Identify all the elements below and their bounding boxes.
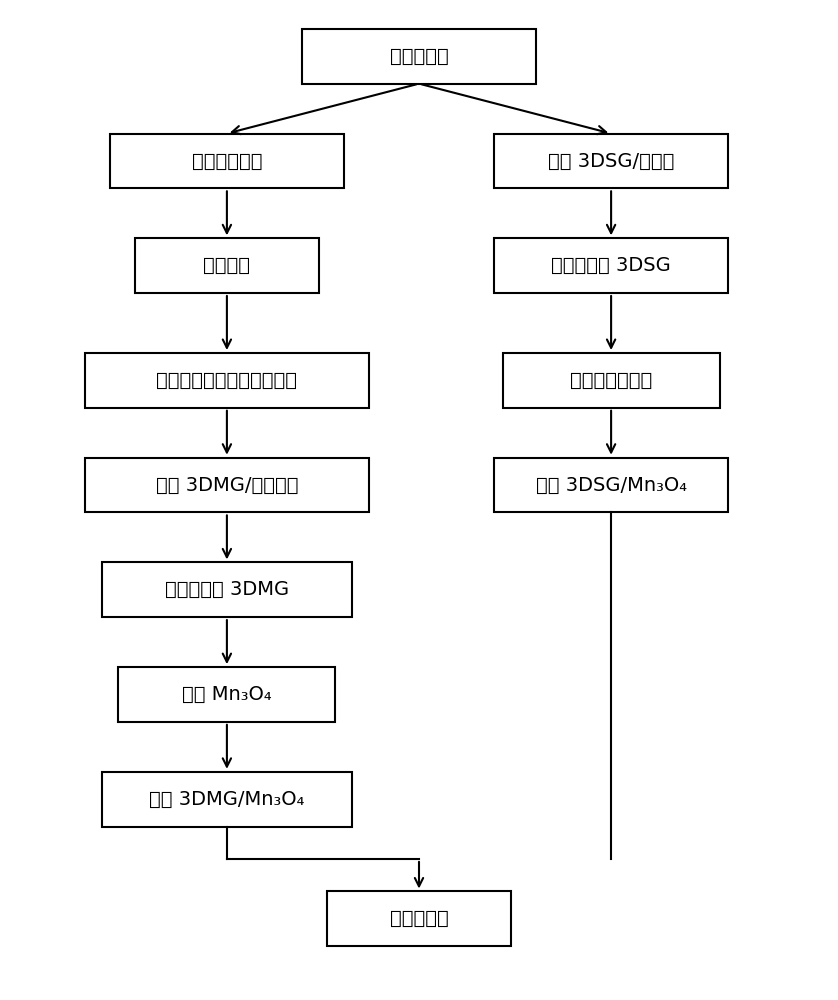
FancyBboxPatch shape [101,562,352,617]
FancyBboxPatch shape [302,29,536,84]
FancyBboxPatch shape [494,134,728,188]
Text: 电化学沉积铜: 电化学沉积铜 [192,151,262,170]
FancyBboxPatch shape [101,772,352,827]
FancyBboxPatch shape [110,134,344,188]
FancyBboxPatch shape [327,891,511,946]
Text: 制备自支撑 3DSG: 制备自支撑 3DSG [551,256,671,275]
Text: 制备 3DSG/Mn₃O₄: 制备 3DSG/Mn₃O₄ [535,476,686,495]
Text: 高温退火: 高温退火 [204,256,251,275]
FancyBboxPatch shape [494,238,728,293]
Text: 制备 3DMG/Mn₃O₄: 制备 3DMG/Mn₃O₄ [149,790,304,809]
Text: 生长 Mn₃O₄: 生长 Mn₃O₄ [182,685,272,704]
FancyBboxPatch shape [494,458,728,512]
FancyBboxPatch shape [85,353,369,408]
FancyBboxPatch shape [85,458,369,512]
Text: 电化学选择性腐蚀铜镍合金: 电化学选择性腐蚀铜镍合金 [157,371,297,390]
FancyBboxPatch shape [135,238,318,293]
FancyBboxPatch shape [118,667,335,722]
Text: 组装电容器: 组装电容器 [390,909,448,928]
Text: 生长四氧化三锰: 生长四氧化三锰 [570,371,652,390]
Text: 制备自支撑 3DMG: 制备自支撑 3DMG [165,580,289,599]
Text: 基底预处理: 基底预处理 [390,47,448,66]
FancyBboxPatch shape [503,353,720,408]
Text: 制备 3DSG/泡沫镍: 制备 3DSG/泡沫镍 [548,151,675,170]
Text: 制备 3DMG/铜镍合金: 制备 3DMG/铜镍合金 [156,476,298,495]
